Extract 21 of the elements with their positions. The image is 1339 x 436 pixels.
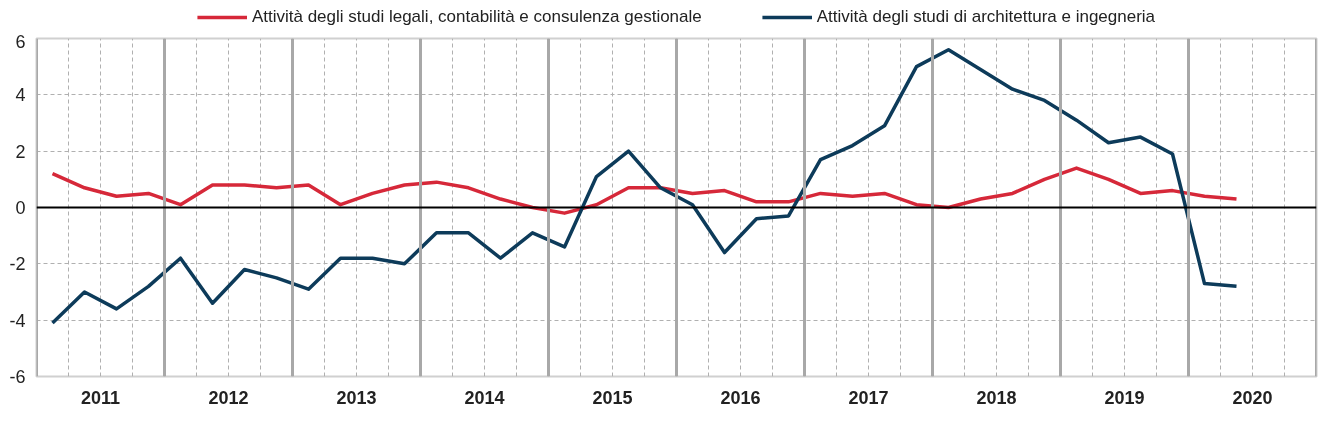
x-tick-label: 2014 (464, 387, 505, 408)
legend-label: Attività degli studi di architettura e ingegneria (816, 7, 1156, 27)
line-series (50, 48, 1239, 325)
x-tick-label: 2012 (208, 387, 249, 408)
x-tick-label: 2011 (80, 387, 121, 408)
y-tick-label: -2 (9, 254, 26, 275)
x-tick-label: 2015 (592, 387, 633, 408)
y-tick-label: 6 (15, 31, 26, 52)
y-tick-label: 4 (15, 85, 26, 106)
legend-label: Attività degli studi legali, contabilità e consulenza gestionale (251, 7, 702, 27)
x-tick-label: 2018 (976, 387, 1017, 408)
x-tick-label: 2019 (1104, 387, 1145, 408)
x-tick-label: 2020 (1232, 387, 1273, 408)
y-tick-label: 2 (15, 141, 26, 162)
x-tick-label: 2016 (720, 387, 761, 408)
line-series (50, 166, 1239, 215)
y-tick-label: 0 (15, 198, 26, 218)
y-tick-label: -4 (9, 310, 26, 331)
x-tick-label: 2013 (336, 387, 377, 408)
y-tick-label: -6 (9, 367, 26, 387)
x-tick-label: 2017 (848, 387, 889, 408)
